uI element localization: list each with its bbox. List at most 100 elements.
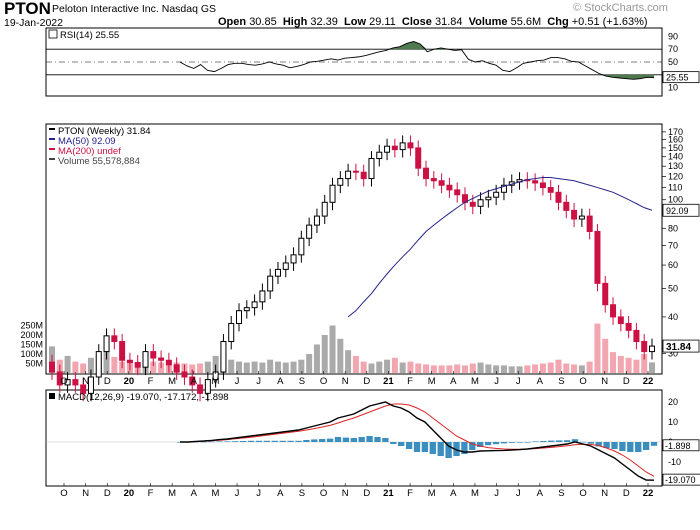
volume-bar: [204, 361, 211, 373]
candle-body: [415, 147, 422, 169]
macd-histogram-bar: [532, 441, 539, 442]
macd-histogram-bar: [405, 442, 413, 449]
price-x-tick-label: D: [363, 376, 370, 387]
price-x-tick-label: F: [148, 376, 154, 387]
price-y-tick-label: 150: [668, 143, 683, 153]
volume-bar: [103, 350, 110, 373]
price-x-tick-label: M: [471, 376, 479, 387]
candle-body: [321, 201, 328, 217]
legend-swatch: [49, 138, 55, 140]
rsi-last-value-label: 25.55: [666, 73, 689, 83]
macd-histogram-bar: [319, 439, 326, 442]
change-value: +0.51 (+1.63%): [571, 16, 648, 28]
volume-bar: [500, 365, 507, 373]
candle-body: [391, 145, 398, 151]
macd-x-tick-label: S: [558, 488, 564, 499]
macd-x-tick-label: F: [148, 488, 154, 499]
candle-body: [352, 170, 359, 173]
candle-body: [376, 151, 383, 160]
volume-bar: [236, 361, 243, 373]
price-x-tick-label: J: [516, 376, 521, 387]
volume-bar: [243, 362, 250, 373]
price-panel-frame: [45, 123, 663, 375]
volume-bar: [345, 350, 352, 373]
price-x-tick-label: M: [211, 376, 219, 387]
high-value: 32.39: [310, 16, 338, 28]
candle-body: [134, 362, 141, 368]
macd-histogram-bar: [516, 442, 523, 443]
macd-x-tick-label: F: [407, 488, 413, 499]
macd-signal-line: [180, 403, 655, 477]
candle-body: [407, 142, 414, 149]
price-x-tick-label: N: [82, 376, 89, 387]
volume-axis-label: 150M: [20, 340, 43, 350]
volume-bar: [563, 363, 570, 373]
macd-x-tick-label: O: [579, 488, 586, 499]
price-x-tick-label: J: [494, 376, 499, 387]
price-y-tick-label: 100: [668, 195, 683, 205]
volume-bar: [539, 363, 546, 373]
candle-body: [547, 187, 554, 193]
high-label: High: [282, 16, 308, 28]
volume-axis-label: 100M: [20, 349, 43, 359]
volume-bar: [212, 355, 219, 373]
volume-bar: [329, 325, 336, 373]
macd-histogram-bar: [500, 442, 508, 444]
volume-bar: [228, 359, 235, 373]
candle-body: [578, 215, 585, 220]
volume-bar: [532, 364, 539, 373]
price-x-tick-label: M: [168, 376, 176, 387]
rsi-last-value-box: [662, 71, 700, 84]
macd-histogram-bar: [563, 440, 571, 442]
price-y-tick-label: 80: [668, 223, 678, 233]
macd-panel-frame: [45, 389, 663, 487]
ma200-legend-label: MA(200) undef: [58, 146, 121, 157]
volume-bar: [290, 361, 297, 373]
price-y-tick-label: 60: [668, 260, 678, 270]
volume-bar: [352, 355, 359, 373]
volume-bar: [251, 361, 258, 373]
macd-x-tick-label: A: [277, 488, 284, 499]
volume-bar: [376, 361, 383, 373]
macd-histogram-bar: [255, 440, 263, 442]
macd-histogram-bar: [524, 442, 531, 443]
macd-histogram-bar: [342, 437, 350, 442]
candle-body: [220, 341, 227, 373]
macd-histogram-bar: [374, 437, 381, 442]
macd-y-tick-label: 20: [668, 397, 678, 407]
low-label: Low: [344, 16, 367, 28]
rsi-legend-swatch: [48, 29, 58, 39]
volume-bar: [197, 363, 204, 373]
macd-line: [180, 401, 655, 481]
candle-body: [282, 262, 289, 270]
macd-histogram-bar: [579, 441, 587, 443]
candle-body: [197, 384, 204, 394]
legend-swatch: [49, 148, 55, 150]
ticker-symbol: PTON: [4, 0, 51, 18]
macd-x-tick-label: D: [104, 488, 111, 499]
price-x-tick-label: J: [235, 376, 240, 387]
rsi-y-tick-label: 50: [668, 57, 678, 67]
candle-body: [438, 180, 445, 186]
price-x-tick-label: A: [277, 376, 284, 387]
candle-body: [649, 345, 655, 353]
volume-bar: [641, 354, 648, 373]
macd-x-tick-label: M: [211, 488, 219, 499]
price-x-tick-label: M: [428, 376, 436, 387]
macd-histogram-bar: [295, 440, 302, 442]
macd-histogram-bar: [382, 438, 389, 442]
candle-body: [290, 254, 297, 264]
ma50-value-box: [662, 203, 700, 217]
price-y-tick-label: 30: [668, 349, 678, 359]
macd-value-box: [662, 473, 700, 486]
macd-x-tick-label: O: [60, 488, 67, 499]
volume-bar: [150, 361, 157, 373]
volume-bar: [313, 344, 320, 373]
price-y-tick-label: 160: [668, 135, 683, 145]
candle-body: [119, 341, 126, 361]
candle-body: [555, 191, 562, 203]
candle-body: [454, 189, 461, 196]
candle-body: [267, 275, 274, 292]
candle-body: [150, 351, 157, 359]
